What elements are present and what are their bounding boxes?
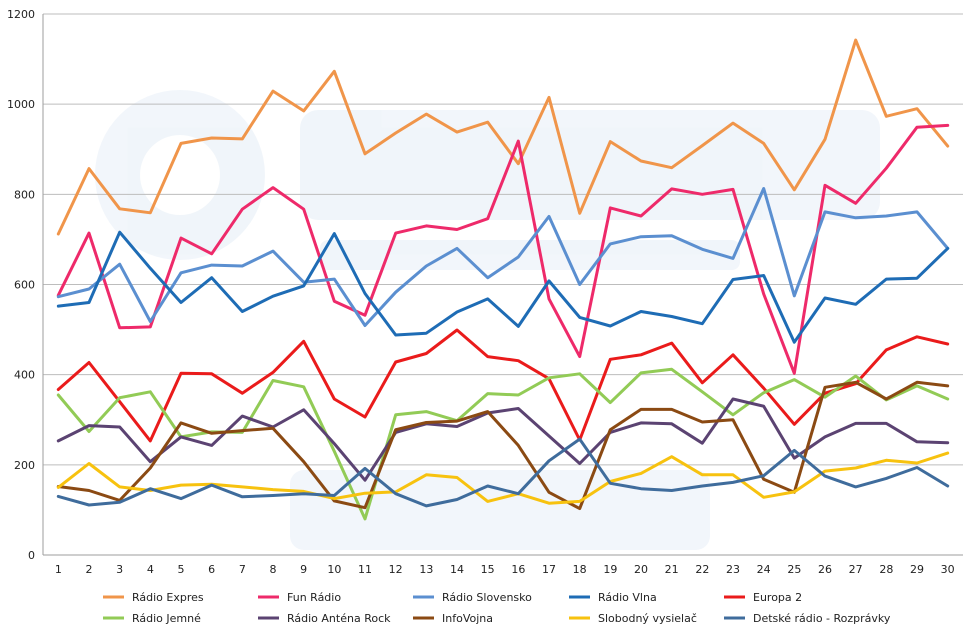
y-axis-ticks: 0 200 400 600 800 1000 1200 bbox=[7, 8, 35, 562]
legend-label: Rádio Anténa Rock bbox=[287, 612, 391, 625]
legend-item: InfoVojna bbox=[413, 612, 493, 625]
x-tick-label: 24 bbox=[757, 563, 771, 576]
x-tick-label: 19 bbox=[603, 563, 617, 576]
x-tick-label: 8 bbox=[270, 563, 277, 576]
x-tick-label: 23 bbox=[726, 563, 740, 576]
x-tick-label: 27 bbox=[849, 563, 863, 576]
legend-label: Rádio Jemné bbox=[132, 612, 201, 625]
legend-item: Rádio Vlna bbox=[569, 591, 657, 604]
x-tick-label: 9 bbox=[300, 563, 307, 576]
x-tick-label: 28 bbox=[879, 563, 893, 576]
legend-label: Slobodný vysielač bbox=[598, 612, 697, 625]
x-tick-label: 11 bbox=[358, 563, 372, 576]
x-tick-label: 26 bbox=[818, 563, 832, 576]
series-line-8 bbox=[56, 451, 950, 505]
legend-item: Detské rádio - Rozprávky bbox=[724, 612, 891, 625]
legend-item: Fun Rádio bbox=[258, 591, 341, 604]
x-tick-label: 25 bbox=[787, 563, 801, 576]
x-tick-label: 5 bbox=[178, 563, 185, 576]
gridlines bbox=[42, 13, 963, 556]
x-axis-ticks: 1 2 3 4 5 6 7 8 9 10 11 12 13 14 15 16 17 18 19 20 21 22 23 24 2… bbox=[55, 563, 955, 576]
legend-item: Slobodný vysielač bbox=[569, 612, 697, 625]
radia-watermark-logo bbox=[95, 90, 880, 550]
y-tick-label: 600 bbox=[14, 279, 35, 292]
x-tick-label: 6 bbox=[208, 563, 215, 576]
x-tick-label: 7 bbox=[239, 563, 246, 576]
x-tick-label: 17 bbox=[542, 563, 556, 576]
legend-label: Rádio Slovensko bbox=[442, 591, 532, 604]
y-tick-label: 0 bbox=[28, 549, 35, 562]
x-tick-label: 12 bbox=[389, 563, 403, 576]
legend-item: Rádio Expres bbox=[103, 591, 204, 604]
legend-label: Rádio Vlna bbox=[598, 591, 657, 604]
legend-label: Rádio Expres bbox=[132, 591, 204, 604]
y-tick-label: 1200 bbox=[7, 8, 35, 21]
x-tick-label: 29 bbox=[910, 563, 924, 576]
y-tick-label: 400 bbox=[14, 369, 35, 382]
series-line-1 bbox=[56, 123, 950, 375]
x-tick-label: 21 bbox=[665, 563, 679, 576]
legend-item: Rádio Jemné bbox=[103, 612, 201, 625]
series-line-9 bbox=[56, 437, 950, 508]
y-tick-label: 800 bbox=[14, 188, 35, 201]
series-line-0 bbox=[56, 38, 950, 236]
legend-label: Detské rádio - Rozprávky bbox=[753, 612, 891, 625]
x-tick-label: 2 bbox=[86, 563, 93, 576]
x-tick-label: 4 bbox=[147, 563, 154, 576]
series-line-4 bbox=[56, 328, 950, 443]
x-tick-label: 16 bbox=[511, 563, 525, 576]
x-tick-label: 18 bbox=[573, 563, 587, 576]
x-tick-label: 1 bbox=[55, 563, 62, 576]
series-line-7 bbox=[56, 380, 950, 511]
legend-item: Europa 2 bbox=[724, 591, 802, 604]
legend-label: InfoVojna bbox=[442, 612, 493, 625]
x-tick-label: 22 bbox=[695, 563, 709, 576]
y-tick-label: 200 bbox=[14, 459, 35, 472]
series-lines bbox=[56, 38, 950, 521]
legend-item: Rádio Slovensko bbox=[413, 591, 532, 604]
y-tick-label: 1000 bbox=[7, 98, 35, 111]
legend-item: Rádio Anténa Rock bbox=[258, 612, 391, 625]
series-line-2 bbox=[56, 187, 950, 327]
x-tick-label: 20 bbox=[634, 563, 648, 576]
legend-label: Europa 2 bbox=[753, 591, 802, 604]
legend-label: Fun Rádio bbox=[287, 591, 341, 604]
x-tick-label: 30 bbox=[941, 563, 955, 576]
series-line-3 bbox=[56, 230, 950, 344]
x-tick-label: 10 bbox=[327, 563, 341, 576]
legend: Rádio Expres Fun Rádio Rádio Slovensko Rádi… bbox=[103, 591, 891, 625]
x-tick-label: 13 bbox=[419, 563, 433, 576]
x-tick-label: 14 bbox=[450, 563, 464, 576]
x-tick-label: 15 bbox=[481, 563, 495, 576]
x-tick-label: 3 bbox=[116, 563, 123, 576]
